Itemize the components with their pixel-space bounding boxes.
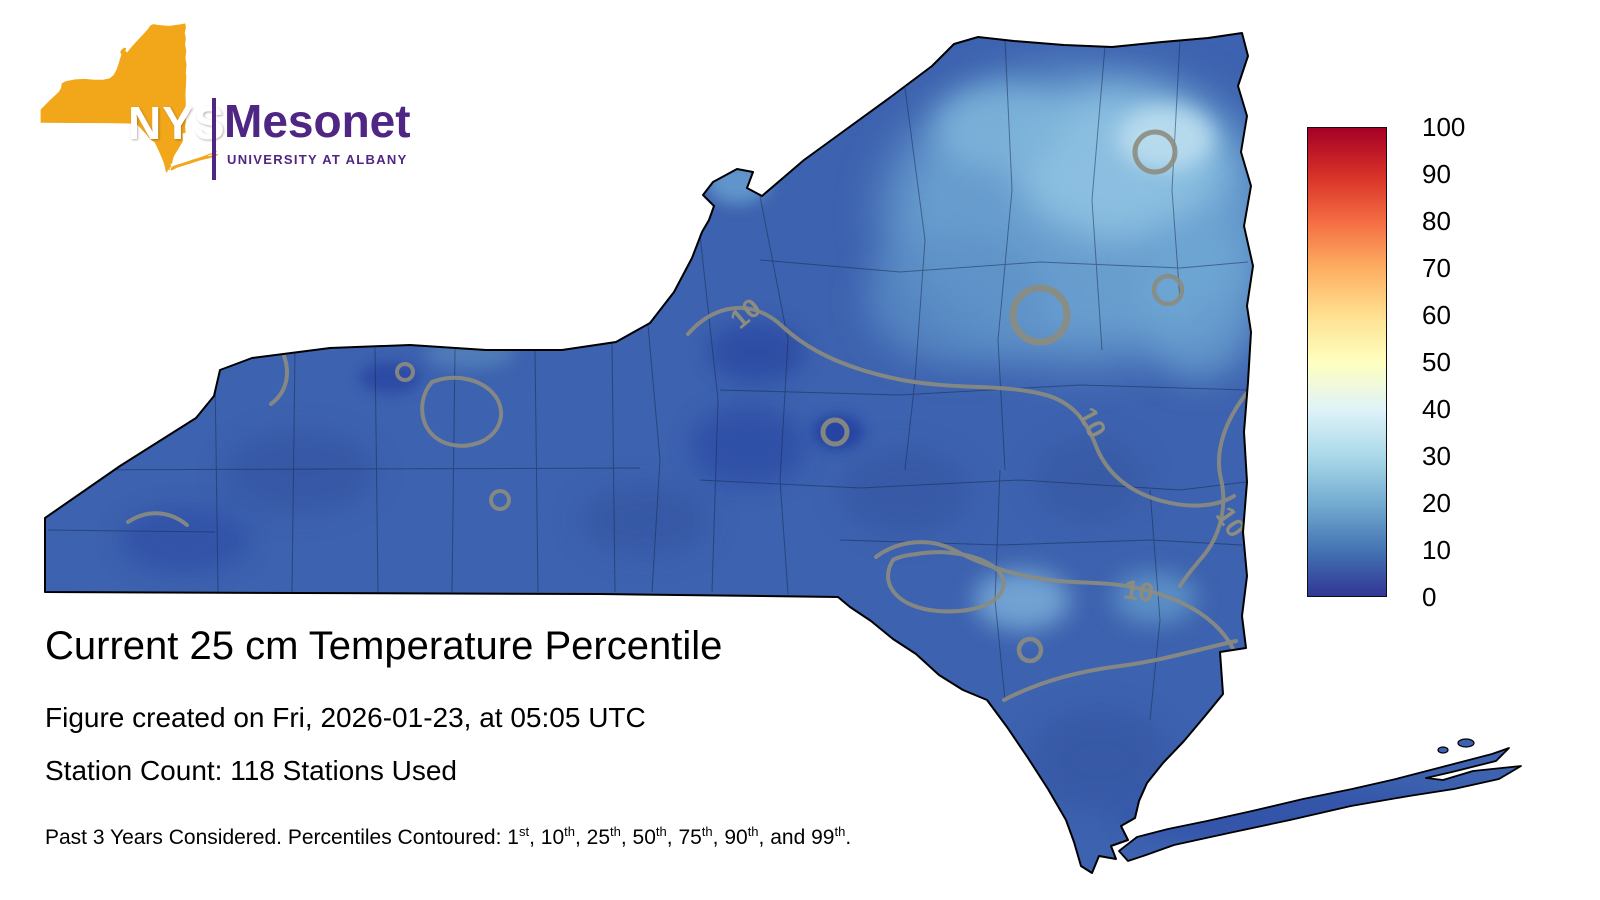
figure-title: Current 25 cm Temperature Percentile [45,624,723,668]
percentile-item: 10th, [540,824,587,849]
footnote-prefix: Past 3 Years Considered. Percentiles Con… [45,826,508,849]
colorbar-tick: 0 [1422,582,1437,612]
colorbar-tick: 70 [1422,253,1451,283]
percentile-item: 50th, [632,824,679,849]
station-count-line: Station Count: 118 Stations Used [45,755,457,786]
colorbar-tick: 30 [1422,441,1451,471]
percentile-item: 25th, [586,824,633,849]
logo-acronym: NYS [128,97,226,149]
percentile-item: 99th. [811,824,852,849]
footnote: Past 3 Years Considered. Percentiles Con… [45,824,851,850]
percentile-item: 90th, and [724,824,812,849]
colorbar-tick: 40 [1422,394,1451,424]
colorbar-gradient [1307,127,1387,597]
percentile-item: 75th, [678,824,725,849]
colorbar-tick: 20 [1422,488,1451,518]
percentile-item: 1st, [507,824,541,849]
figure-created-line: Figure created on Fri, 2026-01-23, at 05… [45,702,646,733]
ny-state-logo-shape [40,23,219,173]
colorbar-tick: 10 [1422,535,1451,565]
logo-divider [212,98,216,180]
contour-label: 10 [1122,574,1156,608]
colorbar-tick: 60 [1422,300,1451,330]
colorbar-tick: 100 [1422,112,1466,142]
map-light-regions [425,70,1275,630]
colorbar-tick-labels: 100 90 80 70 60 50 40 30 20 10 0 [1422,114,1512,610]
colorbar-tick: 90 [1422,159,1451,189]
state-outline [44,32,1522,874]
colorbar-tick: 80 [1422,206,1451,236]
logo-name: Mesonet [224,95,411,147]
small-island [1437,746,1449,754]
small-island [1457,738,1475,748]
nys-mesonet-logo: NYS Mesonet UNIVERSITY AT ALBANY [40,12,460,197]
colorbar-tick: 50 [1422,347,1451,377]
logo-subtitle: UNIVERSITY AT ALBANY [227,152,408,167]
contour-lines [126,129,1248,702]
